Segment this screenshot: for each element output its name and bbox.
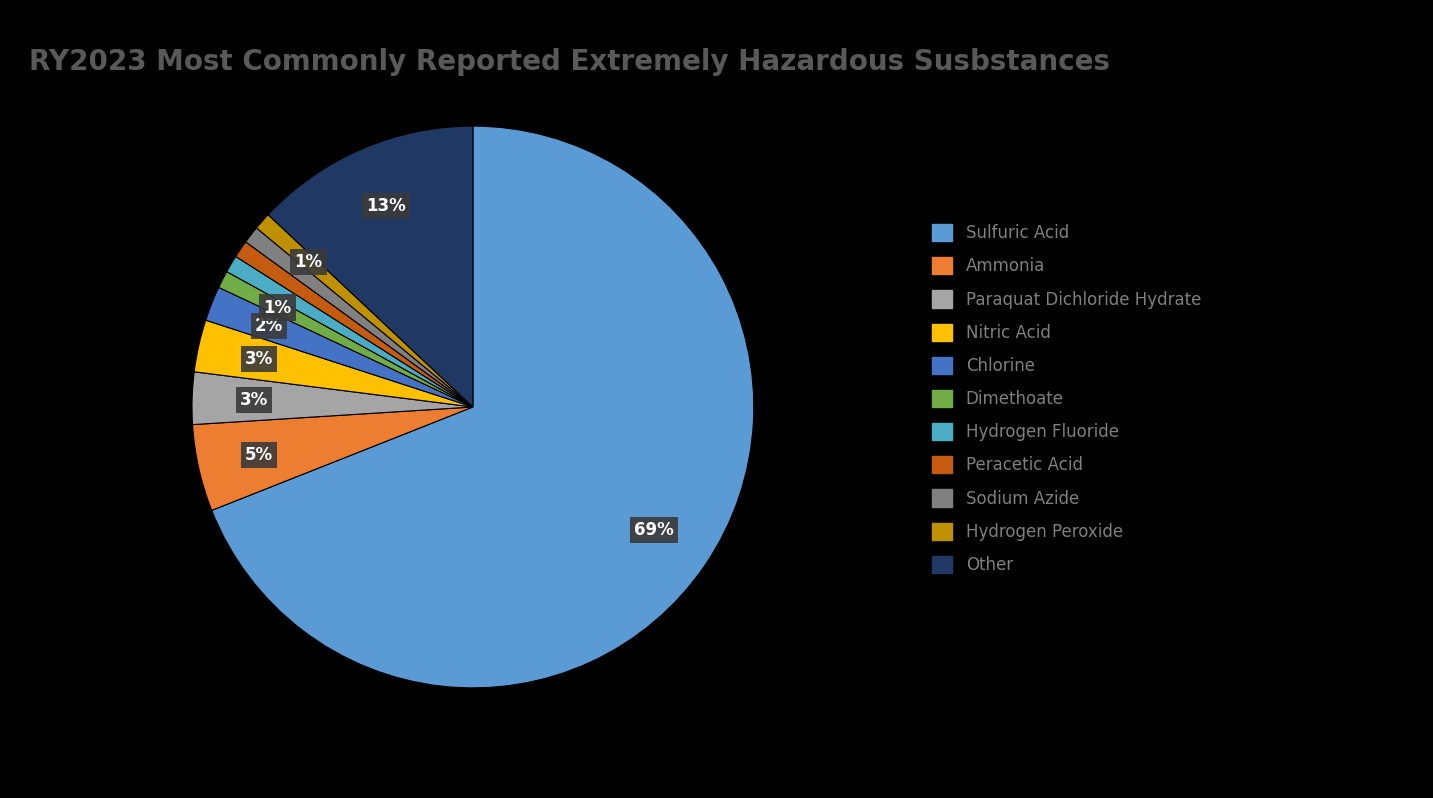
Text: 69%: 69% [635,521,674,539]
Wedge shape [219,271,473,407]
Text: 13%: 13% [365,197,406,215]
Wedge shape [268,126,473,407]
Text: 5%: 5% [245,446,274,464]
Text: 2%: 2% [255,318,284,335]
Wedge shape [257,215,473,407]
Wedge shape [226,256,473,407]
Wedge shape [192,372,473,425]
Wedge shape [235,242,473,407]
Text: 1%: 1% [264,298,292,317]
Text: 1%: 1% [294,253,322,271]
Wedge shape [206,287,473,407]
Wedge shape [245,228,473,407]
Wedge shape [212,126,754,688]
Text: 3%: 3% [239,391,268,409]
Wedge shape [192,407,473,511]
Text: 3%: 3% [245,350,274,368]
Wedge shape [195,320,473,407]
Text: RY2023 Most Commonly Reported Extremely Hazardous Susbstances: RY2023 Most Commonly Reported Extremely … [29,48,1109,76]
Legend: Sulfuric Acid, Ammonia, Paraquat Dichloride Hydrate, Nitric Acid, Chlorine, Dime: Sulfuric Acid, Ammonia, Paraquat Dichlor… [924,215,1209,583]
